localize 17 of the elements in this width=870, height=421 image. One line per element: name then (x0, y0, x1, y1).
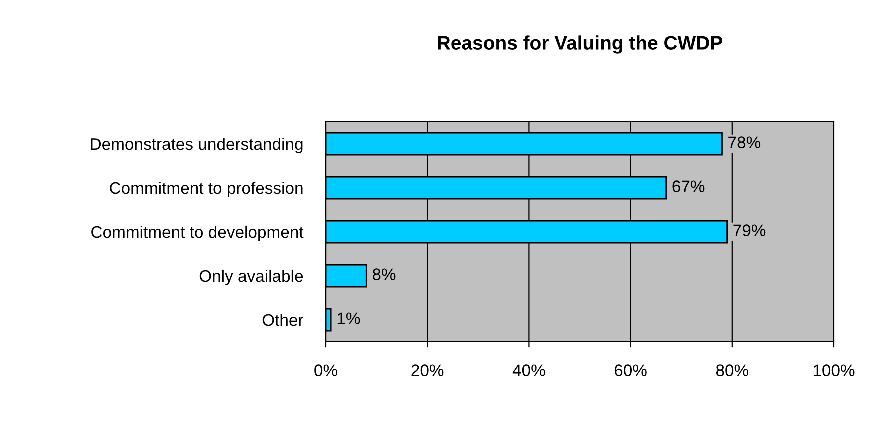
y-tick-label: Only available (200, 270, 304, 286)
data-label: 78% (728, 136, 761, 148)
x-tick-label: 40% (512, 364, 546, 376)
x-tick-label: 80% (716, 364, 748, 376)
x-tick-label: 100% (814, 364, 855, 376)
data-label: 8% (372, 268, 396, 280)
data-label: 79% (734, 224, 766, 236)
y-tick-label: Demonstrates understanding (91, 138, 303, 154)
y-tick-label: Other (262, 314, 304, 326)
x-tick-label: 20% (412, 364, 444, 376)
data-label: 67% (672, 180, 705, 192)
x-tick-label: 0% (314, 364, 338, 376)
data-label: 1% (338, 312, 360, 324)
chart-title: Reasons for Valuing the CWDP (438, 36, 722, 54)
y-tick-label: Commitment to development (92, 226, 304, 242)
y-tick-label: Commitment to profession (110, 182, 303, 198)
x-tick-label: 60% (614, 364, 647, 376)
